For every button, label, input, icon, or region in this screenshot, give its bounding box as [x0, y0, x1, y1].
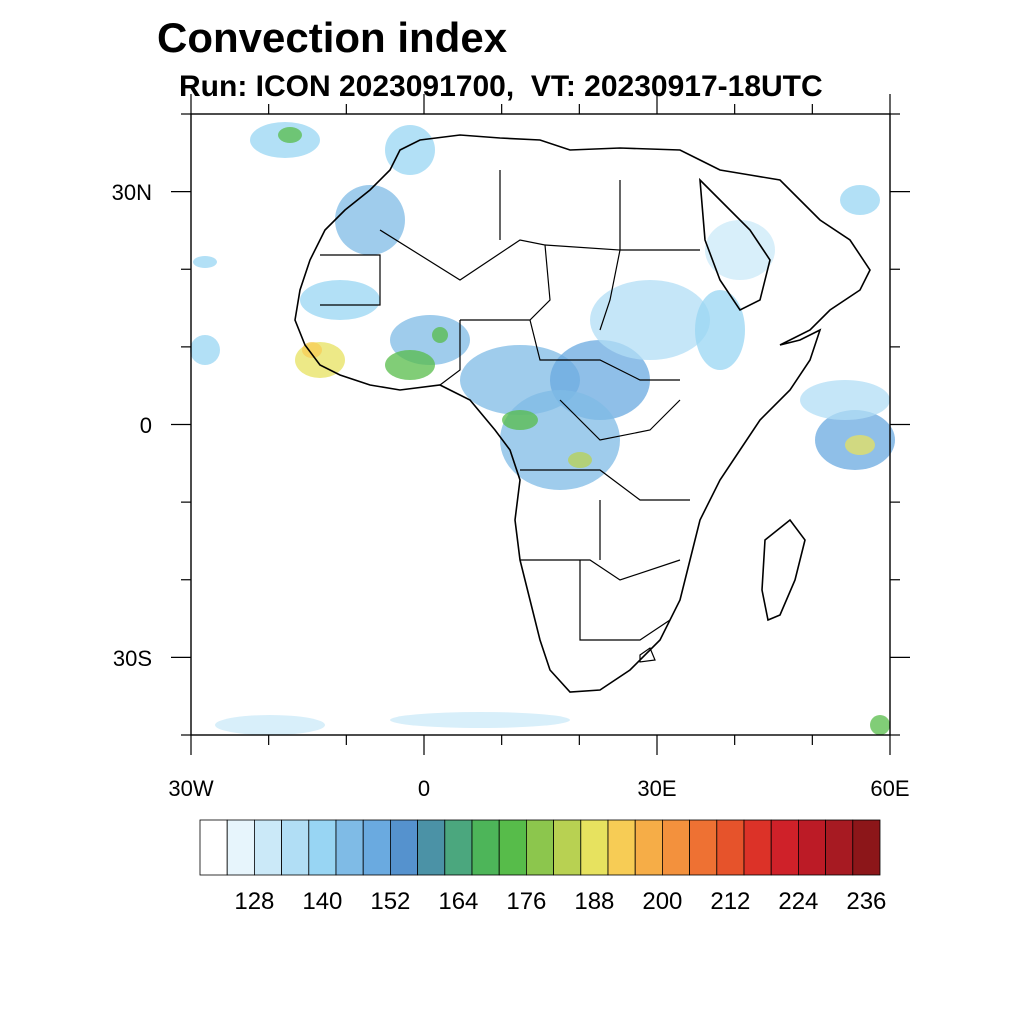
colorbar-swatch [417, 819, 446, 876]
convection-field [190, 122, 895, 735]
colorbar-swatch [553, 819, 582, 876]
lat-label-30n: 30N [111, 180, 152, 205]
colorbar-label: 200 [642, 888, 683, 915]
colorbar-swatch [770, 819, 799, 876]
run-subtitle: Run: ICON 2023091700, VT: 20230917-18UTC [179, 70, 823, 103]
convection-cell [870, 715, 890, 735]
convection-cell [385, 125, 435, 175]
colorbar-label: 128 [234, 888, 275, 915]
lat-label-30s: 30S [112, 646, 152, 671]
colorbar-swatch [607, 819, 636, 876]
convection-cell [335, 185, 405, 255]
colorbar-swatch [580, 819, 609, 876]
convection-cell [385, 350, 435, 380]
colorbar-swatch [281, 819, 310, 876]
colorbar-swatch [389, 819, 418, 876]
page-title: Convection index [157, 14, 508, 61]
colorbar-swatch [471, 819, 500, 876]
convection-cell [302, 342, 322, 358]
colorbar-label: 212 [710, 888, 751, 915]
convection-cell [800, 380, 890, 420]
lon-label-30w: 30W [168, 776, 214, 801]
colorbar-swatch [526, 819, 555, 876]
colorbar-swatch [662, 819, 691, 876]
colorbar-label: 152 [370, 888, 411, 915]
lon-label-60e: 60E [870, 776, 910, 801]
convection-cell [695, 290, 745, 370]
colorbar-swatch [199, 819, 228, 876]
colorbar-swatch [335, 819, 364, 876]
colorbar-swatch [743, 819, 772, 876]
convection-cell [278, 127, 302, 143]
axis-ticks [171, 94, 910, 755]
lon-label-30e: 30E [637, 776, 677, 801]
convection-cell [300, 280, 380, 320]
colorbar-label: 140 [302, 888, 343, 915]
convection-cell [590, 280, 710, 360]
colorbar-swatch [825, 819, 854, 876]
colorbar-label: 188 [574, 888, 615, 915]
lat-label-0: 0 [139, 413, 152, 438]
colorbar-label: 224 [778, 888, 819, 915]
colorbar-swatch [498, 819, 527, 876]
borders [320, 170, 700, 663]
colorbar-label: 176 [506, 888, 547, 915]
colorbar-swatch [308, 819, 337, 876]
colorbar-swatch [226, 819, 255, 876]
colorbar-swatch [716, 819, 745, 876]
colorbar-swatch [634, 819, 663, 876]
convection-cell [845, 435, 875, 455]
convection-cell [190, 335, 220, 365]
convection-cell [193, 256, 217, 268]
convection-cell [568, 452, 592, 468]
colorbar-swatch [798, 819, 827, 876]
colorbar-swatch [852, 819, 881, 876]
convection-cell [390, 712, 570, 728]
coastlines [294, 134, 871, 693]
convection-cell [432, 327, 448, 343]
colorbar-swatch [444, 819, 473, 876]
colorbar-label: 236 [846, 888, 887, 915]
lon-label-0: 0 [417, 776, 431, 801]
convection-cell [215, 715, 325, 735]
colorbar-swatch [362, 819, 391, 876]
convection-cell [705, 220, 775, 280]
colorbar-label: 164 [438, 888, 479, 915]
colorbar-swatch [253, 819, 282, 876]
convection-cell [502, 410, 538, 430]
convection-cell [840, 185, 880, 215]
colorbar-swatch [689, 819, 718, 876]
